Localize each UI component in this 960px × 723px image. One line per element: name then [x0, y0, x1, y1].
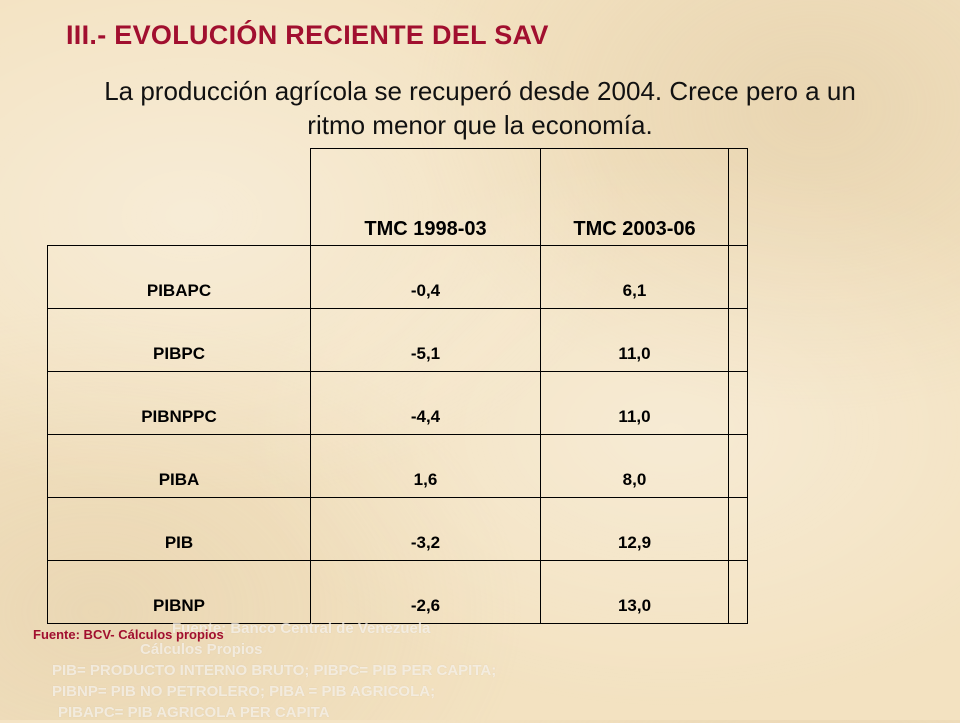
subtitle-line-1: La producción agrícola se recuperó desde…: [104, 76, 856, 106]
faded-footnote-line: PIB= PRODUCTO INTERNO BRUTO; PIBPC= PIB …: [52, 662, 497, 679]
row-extra-cell: [728, 434, 748, 498]
row-value-tmc-1998-03: -3,2: [310, 497, 541, 561]
table-row: PIBAPC -0,4 6,1: [47, 245, 748, 309]
table-row: PIBPC -5,1 11,0: [47, 308, 748, 372]
faded-footnote-line: PIBAPC= PIB AGRICOLA PER CAPITA: [58, 704, 330, 721]
table-header-row: TMC 1998-03 TMC 2003-06: [47, 148, 748, 246]
faded-footnote: Fuente: Banco Central de Venezuela Cálcu…: [52, 618, 612, 723]
slide-title: III.- EVOLUCIÓN RECIENTE DEL SAV: [66, 20, 549, 50]
row-value-tmc-1998-03: -2,6: [310, 560, 541, 624]
row-value-tmc-2003-06: 12,9: [540, 497, 729, 561]
row-label: PIBPC: [47, 308, 311, 372]
row-label: PIBAPC: [47, 245, 311, 309]
table-row: PIBNP -2,6 13,0: [47, 560, 748, 624]
row-value-tmc-2003-06: 8,0: [540, 434, 729, 498]
header-empty-cell: [47, 148, 311, 246]
row-label: PIBNP: [47, 560, 311, 624]
row-extra-cell: [728, 371, 748, 435]
source-note: Fuente: BCV- Cálculos propios: [33, 627, 224, 642]
row-label: PIBA: [47, 434, 311, 498]
table-row: PIBA 1,6 8,0: [47, 434, 748, 498]
row-extra-cell: [728, 497, 748, 561]
row-label: PIB: [47, 497, 311, 561]
row-value-tmc-2003-06: 11,0: [540, 371, 729, 435]
faded-footnote-line: PIBNP= PIB NO PETROLERO; PIBA = PIB AGRI…: [52, 683, 436, 700]
header-extra-cell: [728, 148, 748, 246]
row-value-tmc-2003-06: 6,1: [540, 245, 729, 309]
slide-subtitle: La producción agrícola se recuperó desde…: [0, 74, 960, 142]
subtitle-line-2: ritmo menor que la economía.: [307, 110, 653, 140]
row-value-tmc-1998-03: -5,1: [310, 308, 541, 372]
table-row: PIBNPPC -4,4 11,0: [47, 371, 748, 435]
row-value-tmc-1998-03: -4,4: [310, 371, 541, 435]
row-value-tmc-1998-03: -0,4: [310, 245, 541, 309]
row-label: PIBNPPC: [47, 371, 311, 435]
row-value-tmc-1998-03: 1,6: [310, 434, 541, 498]
faded-footnote-line: Cálculos Propios: [140, 641, 263, 658]
row-extra-cell: [728, 560, 748, 624]
header-tmc-1998-03: TMC 1998-03: [310, 148, 541, 246]
row-extra-cell: [728, 308, 748, 372]
faded-footnote-line: Fuente: Banco Central de Venezuela: [172, 620, 431, 637]
growth-rate-table: TMC 1998-03 TMC 2003-06 PIBAPC -0,4 6,1 …: [47, 148, 748, 624]
row-value-tmc-2003-06: 11,0: [540, 308, 729, 372]
table-row: PIB -3,2 12,9: [47, 497, 748, 561]
header-tmc-2003-06: TMC 2003-06: [540, 148, 729, 246]
row-extra-cell: [728, 245, 748, 309]
row-value-tmc-2003-06: 13,0: [540, 560, 729, 624]
